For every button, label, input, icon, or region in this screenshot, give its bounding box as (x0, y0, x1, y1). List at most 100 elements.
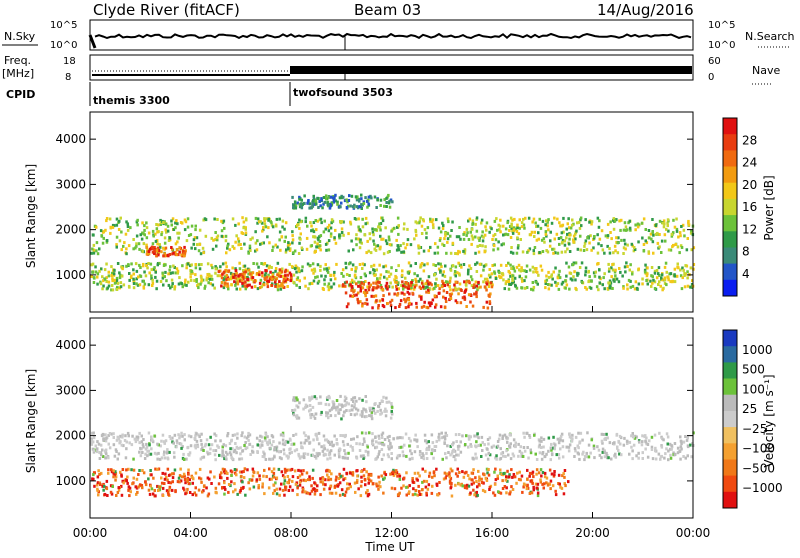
data-cell (622, 228, 626, 232)
data-cell (326, 396, 329, 400)
data-cell (328, 491, 332, 495)
data-cell (597, 448, 601, 452)
data-cell (584, 273, 587, 277)
data-cell (472, 457, 475, 461)
data-cell (406, 485, 409, 489)
data-cell (359, 238, 362, 242)
data-cell (256, 450, 259, 454)
data-cell (238, 267, 242, 271)
data-cell (467, 293, 471, 297)
data-cell (636, 225, 640, 229)
data-cell (608, 279, 612, 283)
data-cell (526, 486, 530, 490)
data-cell (136, 218, 139, 222)
data-cell (151, 247, 155, 251)
data-cell (663, 276, 667, 280)
data-cell (645, 241, 649, 245)
data-cell (472, 481, 475, 485)
cbar-swatch (723, 150, 737, 168)
data-cell (628, 452, 631, 456)
data-cell (171, 247, 174, 251)
data-cell (150, 245, 154, 249)
data-cell (374, 248, 378, 252)
data-cell (314, 249, 317, 253)
data-cell (180, 446, 183, 450)
data-cell (533, 246, 537, 249)
data-cell (464, 443, 467, 446)
data-cell (470, 482, 474, 486)
data-cell (535, 468, 539, 472)
data-cell (262, 281, 266, 285)
data-cell (175, 219, 178, 223)
data-cell (464, 283, 468, 287)
data-cell (561, 223, 565, 227)
data-cell (626, 442, 629, 445)
data-cell (388, 292, 391, 296)
data-cell (399, 436, 402, 440)
data-cell (661, 278, 664, 282)
data-cell (459, 237, 462, 241)
data-cell (570, 223, 574, 227)
data-cell (132, 238, 135, 241)
data-cell (402, 227, 406, 231)
date-title: 14/Aug/2016 (597, 1, 694, 19)
data-cell (618, 267, 621, 270)
data-cell (448, 475, 451, 479)
cbar-tick-label: 24 (742, 156, 757, 170)
data-cell (645, 279, 648, 282)
data-cell (511, 452, 515, 456)
data-cell (379, 283, 383, 287)
data-cell (355, 456, 359, 460)
data-cell (571, 437, 574, 441)
data-cell (248, 478, 252, 482)
data-cell (480, 435, 484, 439)
data-cell (675, 274, 679, 278)
data-cell (518, 449, 522, 453)
data-cell (91, 262, 95, 266)
data-cell (248, 244, 252, 248)
data-cell (227, 270, 230, 274)
data-cell (462, 263, 466, 266)
data-cell (384, 414, 388, 418)
data-cell (329, 226, 333, 230)
data-cell (532, 270, 535, 274)
data-cell (506, 233, 510, 237)
data-cell (503, 287, 506, 291)
data-cell (348, 274, 351, 277)
data-cell (359, 276, 363, 279)
data-cell (545, 476, 549, 480)
data-cell (686, 444, 690, 448)
data-cell (369, 409, 372, 413)
data-cell (353, 396, 357, 400)
data-cell (457, 453, 460, 457)
data-cell (523, 435, 526, 439)
data-cell (655, 269, 659, 272)
data-cell (677, 235, 680, 239)
velocity-cbar-label: Velocity [m s⁻¹] (762, 374, 776, 467)
data-cell (112, 443, 116, 447)
data-cell (536, 282, 539, 286)
data-cell (510, 246, 513, 249)
data-cell (630, 445, 633, 449)
data-cell (459, 440, 462, 444)
data-cell (425, 491, 428, 495)
data-cell (413, 237, 416, 241)
data-cell (375, 281, 378, 285)
data-cell (449, 251, 453, 255)
data-cell (286, 269, 289, 273)
data-cell (126, 228, 130, 232)
data-cell (425, 290, 428, 294)
data-cell (609, 231, 612, 234)
data-cell (164, 263, 167, 267)
data-cell (669, 456, 673, 460)
data-cell (138, 441, 141, 445)
data-cell (291, 488, 294, 492)
data-cell (168, 253, 172, 256)
data-cell (270, 266, 273, 269)
data-cell (637, 456, 640, 460)
data-cell (135, 269, 139, 273)
data-cell (418, 474, 421, 478)
data-cell (396, 474, 399, 478)
data-cell (339, 474, 343, 478)
data-cell (371, 442, 374, 445)
